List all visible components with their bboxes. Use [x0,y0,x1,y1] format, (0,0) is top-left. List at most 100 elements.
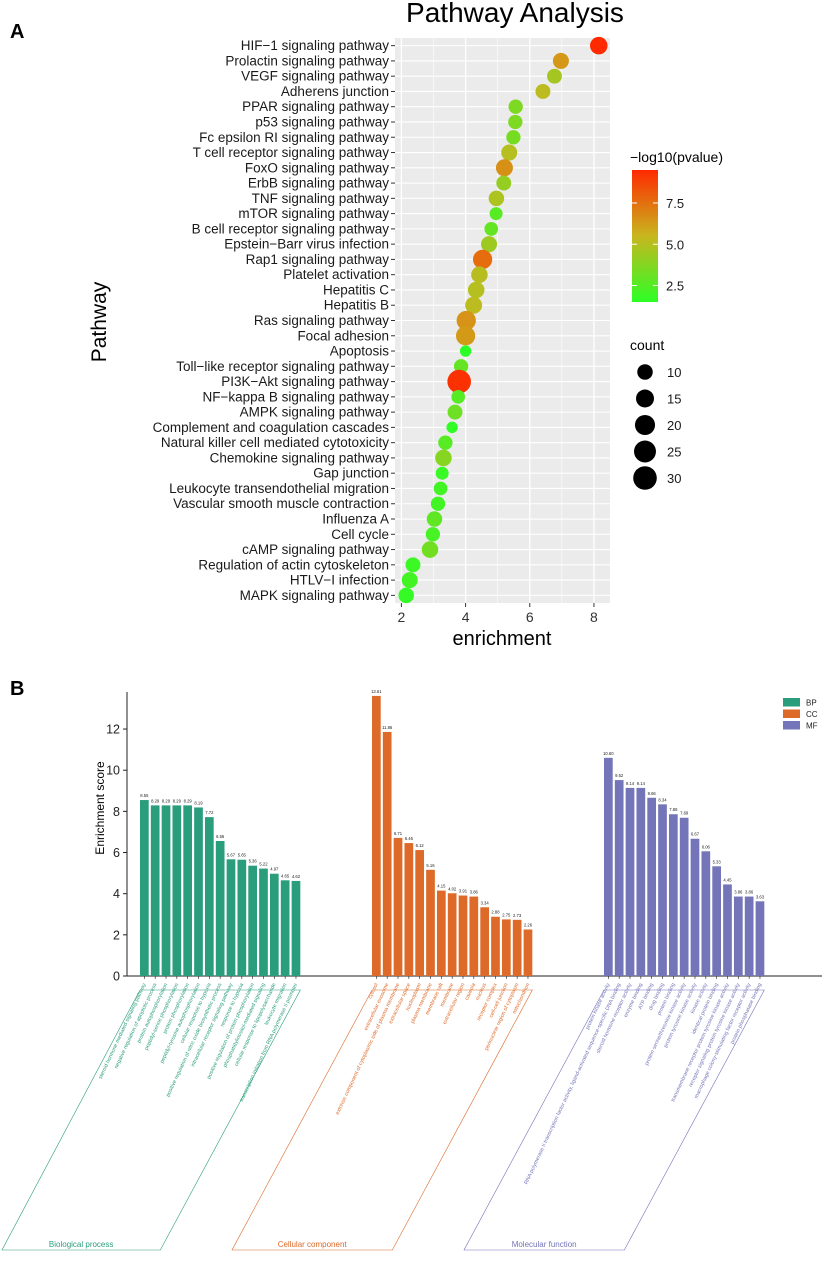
pathway-label: Hepatitis B [324,298,389,313]
pathway-label: Chemokine signaling pathway [210,450,390,465]
group-name-label: Biological process [49,1240,113,1249]
pathway-point [451,390,466,404]
pathway-label: Complement and coagulation cascades [153,420,390,435]
pathway-label: B cell receptor signaling pathway [192,221,390,236]
pathway-point [426,511,443,527]
bar-y-tick-label: 12 [106,723,120,737]
bar-value-label: 8.29 [184,798,193,803]
bar-bp [140,800,149,976]
pathway-label: AMPK signaling pathway [240,405,390,420]
bar-value-label: 3.86 [470,890,479,895]
bar-value-label: 6.06 [702,844,711,849]
bar-cc [415,850,425,976]
count-legend-dot [636,389,654,408]
pathway-point [435,466,449,480]
count-legend-label: 20 [667,418,681,433]
bar-mf [744,896,754,976]
colorbar-tick-label: 5.0 [666,237,684,252]
bar-legend-swatch [783,709,800,718]
pathway-label: cAMP signaling pathway [242,542,389,557]
bar-value-label: 9.52 [615,773,624,778]
bar-value-label: 8.55 [140,793,149,798]
count-legend-label: 10 [667,365,681,380]
pathway-point [447,369,471,394]
count-legend-label: 25 [667,445,681,460]
count-legend-dot [634,414,656,436]
bar-bp [215,840,225,976]
pathway-label: Focal adhesion [297,328,389,343]
bar-value-label: 4.97 [270,867,279,872]
pathway-label: Natural killer cell mediated cytotoxicit… [161,435,389,450]
bar-value-label: 7.86 [669,807,678,812]
bar-value-label: 2.75 [502,912,511,917]
bar-legend-label: BP [806,699,817,708]
bar-bp [248,865,257,976]
bar-value-label: 6.56 [216,834,225,839]
bar-bp [226,859,236,976]
pathway-point [405,557,421,573]
pathway-point [465,296,483,314]
pathway-label: Rap1 signaling pathway [246,252,390,267]
bar-bp [280,880,290,976]
bar-value-label: 10.60 [603,751,614,756]
pathway-point [481,236,498,253]
bar-bp [269,873,279,976]
pathway-label: Adherens junction [281,84,389,99]
pathway-label: MAPK signaling pathway [240,588,390,603]
pathway-label: T cell receptor signaling pathway [193,145,390,160]
bar-value-label: 6.71 [394,831,403,836]
bar-value-label: 2.88 [491,910,500,915]
group-bracket-bp [1,989,301,1251]
pathway-point [446,421,458,434]
bar-cc [382,731,392,976]
bar-bp [183,805,193,976]
pathway-point [425,527,441,542]
pathway-point [552,52,569,69]
pathway-label: Prolactin signaling pathway [225,53,389,68]
bar-value-label: 6.67 [691,832,700,837]
bubble-x-tick-label: 2 [398,609,406,625]
pathway-point [547,68,562,84]
bar-value-label: 2.26 [524,922,533,927]
bar-y-tick-label: 8 [113,805,120,819]
pathway-label: Cell cycle [331,527,389,542]
bar-mf [604,757,613,976]
bar-legend-label: MF [806,722,818,731]
pathway-point [456,310,476,331]
bar-mf [733,896,743,976]
bar-value-label: 8.29 [162,798,171,803]
bar-cc [491,916,500,976]
bar-value-label: 9.14 [637,781,646,786]
bar-mf [712,866,721,976]
bar-value-label: 7.69 [680,811,689,816]
bubble-x-tick-label: 8 [590,609,598,625]
bar-mf [625,787,635,976]
pathway-point [508,114,523,130]
pathway-label: TNF signaling pathway [252,191,390,206]
pathway-point [421,541,439,558]
pathway-point [590,36,608,55]
pathway-label: FoxO signaling pathway [245,160,389,175]
bar-cc [404,843,414,976]
bar-value-label: 3.86 [745,890,754,895]
pathway-point [459,345,472,357]
bar-bp [172,805,182,976]
pathway-label: Hepatitis C [323,282,389,297]
bar-value-label: 13.61 [371,689,382,694]
pathway-label: Ras signaling pathway [254,313,389,328]
pathway-label: Influenza A [322,512,389,527]
bar-legend-label: CC [806,710,818,719]
bar-value-label: 3.86 [734,890,743,895]
bar-cc [501,919,511,976]
bar-value-label: 5.67 [227,852,236,857]
bar-y-tick-label: 6 [113,846,120,860]
pvalue-colorbar [632,170,658,302]
bar-value-label: 7.72 [205,810,214,815]
bar-cc [426,869,435,976]
pathway-point [508,99,523,114]
bar-cc [512,919,522,976]
bar-value-label: 5.65 [238,853,247,858]
